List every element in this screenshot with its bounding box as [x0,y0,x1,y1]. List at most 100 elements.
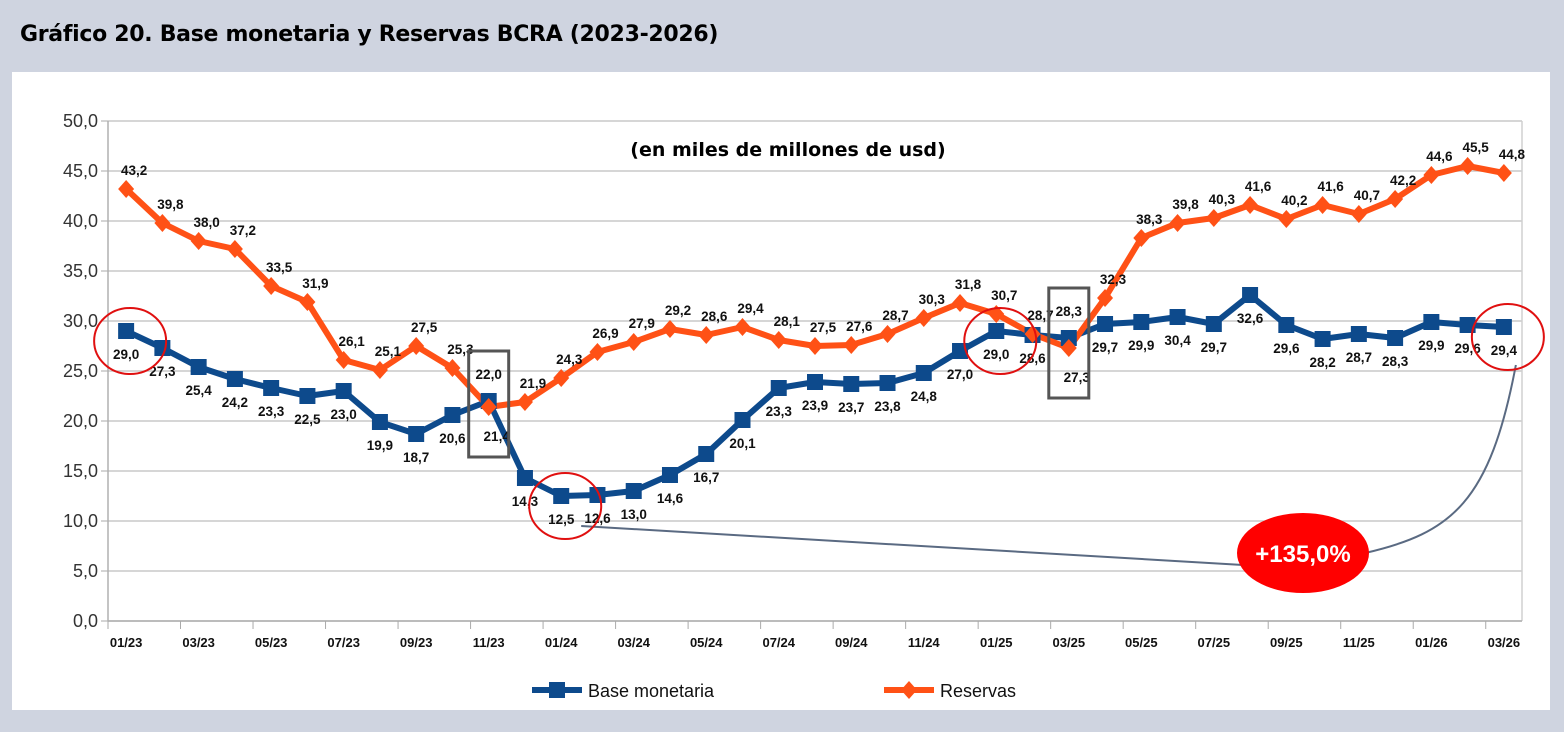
base-monetaria-marker [444,407,461,423]
reservas-marker [263,277,280,295]
reservas-marker [915,309,932,327]
reservas-data-label: 39,8 [157,197,184,212]
x-tick-label: 03/23 [182,635,215,650]
reservas-marker [444,359,461,377]
base-monetaria-marker [1314,331,1331,347]
reservas-marker [480,398,497,416]
y-tick-label: 15,0 [63,461,98,481]
x-tick-label: 01/24 [545,635,578,650]
x-tick-label: 03/25 [1053,635,1086,650]
reservas-marker [1459,157,1476,175]
reservas-data-label: 27,6 [846,319,873,334]
base-monetaria-data-label: 19,9 [367,438,393,453]
reservas-marker [371,361,388,379]
reservas-marker [661,320,678,338]
base-monetaria-data-label: 29,9 [1418,338,1444,353]
highlight-box [1047,286,1091,400]
base-monetaria-marker [1495,319,1512,335]
base-monetaria-data-label: 28,2 [1309,355,1335,370]
reservas-data-label: 28,1 [774,314,801,329]
reservas-data-label: 39,8 [1172,197,1199,212]
reservas-data-label: 43,2 [121,163,147,178]
base-monetaria-marker [299,388,316,404]
reservas-data-label: 38,3 [1136,212,1163,227]
base-monetaria-marker [516,470,533,486]
y-tick-label: 50,0 [63,111,98,131]
x-tick-label: 07/24 [762,635,795,650]
change-badge [1237,513,1369,593]
reservas-marker [1314,196,1331,214]
base-monetaria-marker [553,488,570,504]
reservas-data-label: 37,2 [230,223,256,238]
reservas-data-label: 28,7 [882,308,908,323]
base-monetaria-data-label: 28,6 [1019,351,1046,366]
reservas-marker [698,326,715,344]
y-tick-label: 30,0 [63,311,98,331]
y-tick-label: 10,0 [63,511,98,531]
base-monetaria-marker [1133,314,1150,330]
reservas-marker [118,180,135,198]
y-tick-label: 20,0 [63,411,98,431]
y-tick-label: 40,0 [63,211,98,231]
base-monetaria-data-label: 29,6 [1273,341,1300,356]
reservas-marker [190,232,207,250]
base-monetaria-data-label: 14,3 [512,494,539,509]
line-chart: 0,0 5,0 10,0 15,0 20,0 25,0 30,0 35,0 40,0 45,0 50… [63,111,1545,701]
base-monetaria-data-label: 23,3 [766,404,793,419]
reservas-data-label: 28,6 [701,309,728,324]
reservas-marker [952,294,969,312]
base-monetaria-marker [807,374,823,390]
reservas-marker [1060,339,1077,357]
x-tick-label: 11/23 [473,635,505,650]
reservas-marker [770,331,787,349]
base-monetaria-marker [915,365,932,381]
reservas-data-label: 40,7 [1354,188,1380,203]
reservas-marker [1423,166,1440,184]
reservas-marker [879,325,896,343]
reservas-data-label: 30,3 [919,292,946,307]
reservas-marker [1242,196,1259,214]
reservas-marker [1205,209,1222,227]
base-monetaria-data-label: 23,3 [258,404,285,419]
x-tick-label: 05/25 [1125,635,1158,650]
base-monetaria-data-label: 18,7 [403,450,429,465]
x-tick-label: 09/25 [1270,635,1303,650]
reservas-data-label: 25,1 [375,344,402,359]
reservas-marker [1387,190,1404,208]
base-monetaria-marker [988,323,1005,339]
reservas-data-label: 41,6 [1245,179,1272,194]
reservas-marker [335,351,352,369]
y-tick-label: 45,0 [63,161,98,181]
reservas-marker [154,214,171,232]
x-tick-label: 01/25 [980,635,1013,650]
base-monetaria-data-label: 29,0 [113,347,139,362]
x-tick-label: 09/23 [400,635,433,650]
base-monetaria-marker [1423,314,1440,330]
base-monetaria-data-label: 29,0 [983,347,1009,362]
reservas-data-label: 21,4 [484,429,511,444]
legend-reservas-label: Reservas [940,681,1016,701]
base-monetaria-marker [371,414,388,430]
base-monetaria-data-label: 25,4 [186,383,213,398]
reservas-data-label: 40,2 [1281,193,1307,208]
reservas-marker [625,333,642,351]
reservas-data-label: 32,3 [1100,272,1127,287]
reservas-data-label: 40,3 [1209,192,1236,207]
reservas-marker [1495,164,1512,182]
reservas-marker [1278,210,1295,228]
x-tick-label: 11/25 [1343,635,1375,650]
base-monetaria-marker [1459,317,1476,333]
base-monetaria-data-label: 14,6 [657,491,684,506]
x-tick-label: 01/26 [1415,635,1448,650]
x-tick-label: 05/23 [255,635,288,650]
reservas-marker [1350,205,1367,223]
base-monetaria-marker [698,446,715,462]
reservas-data-label: 27,5 [810,320,837,335]
y-tick-label: 5,0 [73,561,98,581]
x-tick-label: 05/24 [690,635,723,650]
chart-title: Gráfico 20. Base monetaria y Reservas BC… [20,22,719,47]
base-monetaria-marker [1278,317,1295,333]
base-monetaria-marker [770,380,787,396]
reservas-marker [408,337,425,355]
legend-base-monetaria-label: Base monetaria [588,681,715,701]
